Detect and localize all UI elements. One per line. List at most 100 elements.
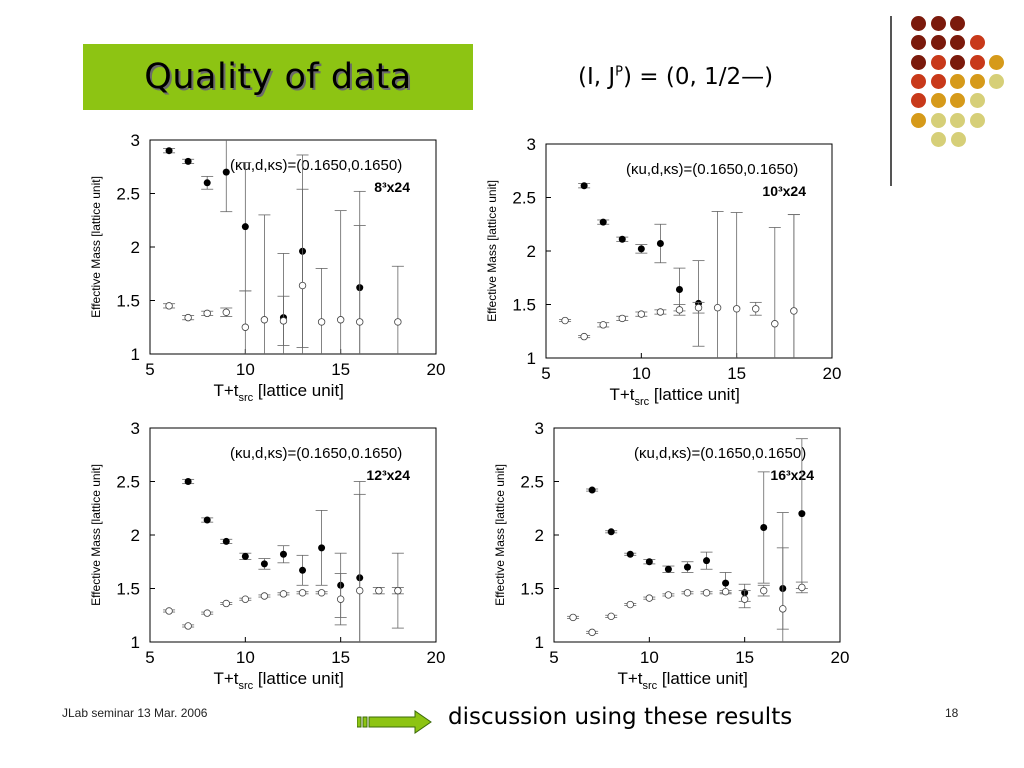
x-axis-label: T+tsrc [lattice unit] bbox=[213, 381, 343, 404]
lattice-size-label: 8³x24 bbox=[374, 179, 410, 195]
data-point-open bbox=[798, 583, 806, 592]
data-point-filled bbox=[203, 516, 211, 524]
chart-panel-16cubed: 5 10 15 20 1 1.5 2 2.5 3 T+tsrc [lattice unit] Eff… bbox=[486, 414, 856, 704]
data-point-open bbox=[375, 586, 383, 595]
page-number: 18 bbox=[945, 706, 959, 720]
y-tick-label: 3 bbox=[535, 419, 544, 438]
data-point-open bbox=[645, 594, 654, 602]
chart-panel-8cubed: 5 10 15 20 1 1.5 2 2.5 3 T+tsrc [lattice unit] Eff… bbox=[82, 126, 452, 416]
subtitle-prefix: (I, J bbox=[578, 64, 616, 90]
decorative-dot bbox=[969, 112, 985, 128]
data-point-open bbox=[683, 589, 692, 597]
y-axis-label: Effective Mass [lattice unit] bbox=[89, 176, 103, 318]
x-axis-label-rest: [lattice unit] bbox=[253, 669, 344, 688]
data-point-open bbox=[607, 612, 615, 621]
effective-mass-chart: 5 10 15 20 1 1.5 2 2.5 3 T+tsrc [lattice unit] Eff… bbox=[89, 131, 445, 404]
x-tick-label: 10 bbox=[236, 648, 255, 667]
x-axis-label: T+tsrc [lattice unit] bbox=[617, 669, 747, 692]
subtitle-suffix: ) = (0, 1/2—) bbox=[623, 64, 774, 90]
data-point-open bbox=[394, 586, 402, 595]
y-axis-label: Effective Mass [lattice unit] bbox=[485, 180, 499, 322]
data-point-open bbox=[279, 590, 288, 598]
data-point-filled bbox=[165, 147, 173, 155]
data-point-filled bbox=[241, 223, 249, 231]
decorative-dot bbox=[930, 35, 946, 51]
data-point-filled bbox=[637, 245, 645, 253]
x-tick-label: 5 bbox=[549, 648, 558, 667]
x-axis-label-sub: src bbox=[643, 680, 658, 692]
data-point-filled bbox=[683, 563, 691, 571]
decorative-dot bbox=[950, 73, 965, 89]
data-point-open bbox=[298, 281, 307, 290]
data-point-open bbox=[713, 304, 722, 312]
data-point-filled bbox=[241, 552, 249, 560]
decorative-dot bbox=[930, 73, 946, 89]
data-point-open bbox=[790, 307, 798, 315]
data-point-open bbox=[637, 310, 646, 318]
decorative-dot bbox=[930, 112, 946, 128]
data-point-open bbox=[356, 586, 364, 595]
data-point-filled bbox=[703, 557, 711, 565]
data-point-filled bbox=[279, 550, 287, 558]
data-point-filled bbox=[722, 579, 730, 587]
x-tick-label: 10 bbox=[236, 360, 255, 379]
data-point-open bbox=[732, 305, 741, 313]
y-tick-label: 2 bbox=[131, 526, 140, 545]
data-point-filled bbox=[664, 565, 672, 573]
data-point-open bbox=[626, 600, 634, 609]
data-point-filled bbox=[203, 179, 211, 187]
decorative-dot bbox=[950, 16, 965, 31]
y-tick-label: 2.5 bbox=[520, 473, 544, 492]
decorative-dot bbox=[911, 112, 926, 128]
data-point-filled bbox=[645, 558, 653, 566]
x-tick-label: 5 bbox=[145, 648, 154, 667]
decorative-dot bbox=[911, 73, 926, 89]
chart-panel-10cubed: 5 10 15 20 1 1.5 2 2.5 3 T+tsrc [lattice unit] Eff… bbox=[478, 130, 848, 420]
data-point-filled bbox=[222, 168, 230, 176]
data-point-open bbox=[561, 316, 569, 325]
data-point-open bbox=[588, 628, 596, 637]
y-tick-label: 3 bbox=[131, 419, 140, 438]
slide-title: Quality of data bbox=[144, 57, 412, 97]
y-tick-label: 1 bbox=[131, 633, 140, 652]
y-tick-label: 1.5 bbox=[512, 296, 536, 315]
x-tick-label: 10 bbox=[640, 648, 659, 667]
effective-mass-chart: 5 10 15 20 1 1.5 2 2.5 3 T+tsrc [lattice unit] Eff… bbox=[493, 419, 849, 692]
data-point-open bbox=[569, 613, 577, 622]
data-point-open bbox=[760, 586, 768, 595]
data-point-open bbox=[184, 313, 192, 322]
data-point-filled bbox=[184, 157, 192, 165]
data-point-open bbox=[664, 591, 673, 599]
decorative-dot bbox=[911, 16, 926, 31]
x-axis-label-sub: src bbox=[635, 396, 650, 408]
data-point-filled bbox=[675, 286, 683, 294]
data-point-open bbox=[580, 332, 588, 341]
data-point-filled bbox=[588, 486, 596, 494]
decorative-dot bbox=[989, 54, 1004, 70]
decorative-dot bbox=[950, 54, 965, 70]
data-point-filled bbox=[318, 544, 326, 552]
decorative-dot bbox=[989, 73, 1004, 89]
y-tick-label: 1 bbox=[527, 349, 536, 368]
decorative-dot bbox=[930, 16, 946, 31]
effective-mass-chart: 5 10 15 20 1 1.5 2 2.5 3 T+tsrc [lattice unit] Eff… bbox=[89, 419, 445, 692]
right-arrow-icon bbox=[357, 710, 432, 734]
data-point-filled bbox=[222, 537, 230, 545]
lattice-size-label: 10³x24 bbox=[762, 183, 806, 199]
data-point-filled bbox=[299, 566, 307, 574]
y-tick-label: 2 bbox=[535, 526, 544, 545]
data-point-open bbox=[675, 306, 684, 314]
quantum-numbers: (I, JP) = (0, 1/2—) bbox=[578, 64, 773, 90]
data-point-open bbox=[779, 605, 787, 613]
data-point-open bbox=[241, 595, 250, 603]
decorative-dot bbox=[950, 112, 965, 128]
data-point-open bbox=[260, 592, 269, 600]
data-point-open bbox=[279, 317, 288, 325]
data-point-open bbox=[702, 589, 711, 597]
y-tick-label: 2.5 bbox=[512, 189, 536, 208]
data-point-open bbox=[394, 318, 402, 326]
data-point-open bbox=[740, 595, 749, 603]
x-axis-label-sub: src bbox=[239, 392, 254, 404]
decorative-dot bbox=[950, 131, 966, 147]
x-tick-label: 15 bbox=[331, 360, 350, 379]
